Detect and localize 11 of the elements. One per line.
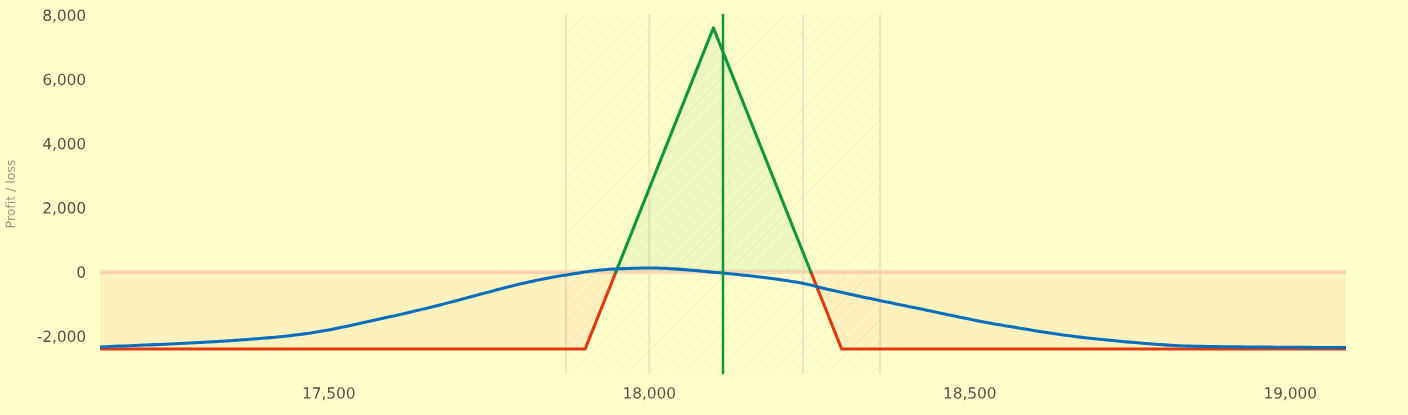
x-tick-label: 17,500 [303, 387, 355, 401]
y-tick-label: 2,000 [43, 202, 86, 216]
y-tick-label: 6,000 [43, 73, 86, 87]
y-axis-title: Profit / loss [5, 160, 16, 228]
y-tick-label: 0 [77, 266, 86, 278]
y-tick-label: 8,000 [43, 9, 86, 23]
y-tick-label: 4,000 [43, 137, 86, 152]
x-tick-label: 19,000 [1265, 387, 1316, 401]
x-tick-label: 18,500 [944, 387, 996, 401]
x-tick-label: 18,000 [624, 387, 676, 401]
y-tick-label: -2,000 [37, 330, 86, 344]
